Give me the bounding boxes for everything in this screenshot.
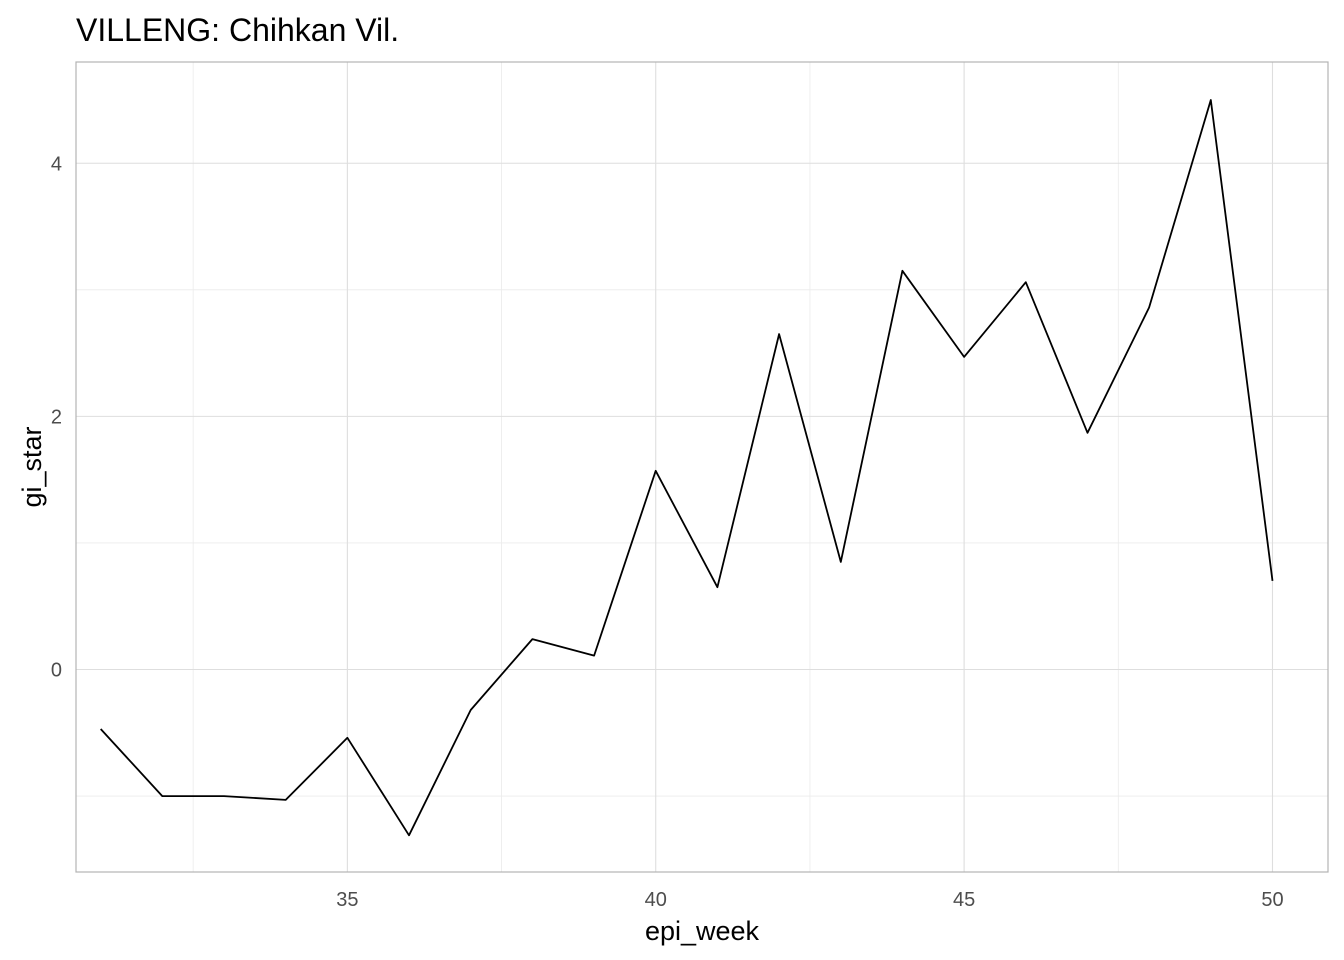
chart-title: VILLENG: Chihkan Vil. xyxy=(76,12,399,48)
x-tick-label-2: 45 xyxy=(953,889,975,911)
x-tick-label-1: 40 xyxy=(645,889,667,911)
y-axis-ticks: 0 2 4 xyxy=(51,153,62,681)
y-tick-label-0: 0 xyxy=(51,660,62,682)
series-line-0 xyxy=(100,99,1274,837)
grid xyxy=(76,62,1328,872)
y-axis-label: gi_star xyxy=(17,426,47,507)
plot-panel-border xyxy=(75,61,1329,873)
y-tick-label-1: 2 xyxy=(51,406,62,428)
series-line-group xyxy=(100,99,1274,837)
x-tick-label-0: 35 xyxy=(336,889,358,911)
y-tick-label-2: 4 xyxy=(51,153,62,175)
x-tick-label-3: 50 xyxy=(1261,889,1283,911)
x-axis-ticks: 35 40 45 50 xyxy=(336,889,1283,911)
x-axis-label: epi_week xyxy=(645,916,760,946)
